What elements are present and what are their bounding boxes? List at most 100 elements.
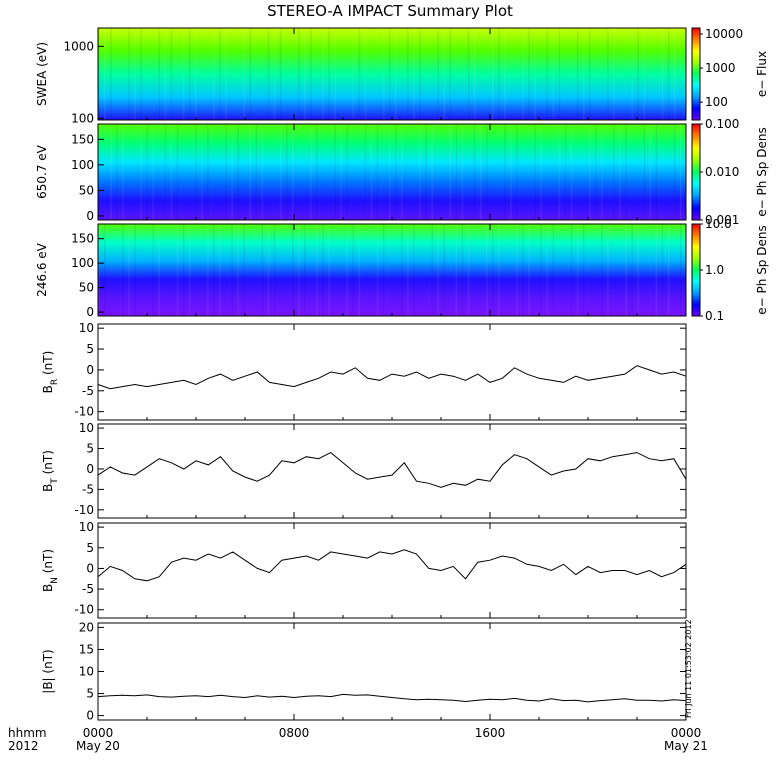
colorbar-tick-label-pad650-2: 0.100: [705, 117, 739, 131]
heatmap-streak: [279, 28, 282, 120]
heatmap-streak: [358, 224, 361, 316]
heatmap-swea: [98, 28, 686, 120]
heatmap-streak: [110, 28, 112, 120]
heatmap-streak: [110, 124, 112, 220]
heatmap-streak: [395, 124, 397, 220]
heatmap-streak: [104, 28, 106, 120]
heatmap-streak: [134, 224, 136, 316]
heatmap-streak: [182, 224, 185, 316]
heatmap-streak: [631, 28, 633, 120]
x-header-year: 2012: [8, 739, 39, 753]
heatmap-streak: [328, 28, 330, 120]
heatmap-streak: [607, 28, 609, 120]
heatmap-streak: [637, 28, 640, 120]
heatmap-streak: [455, 124, 458, 220]
heatmap-streak: [449, 124, 452, 220]
heatmap-streak: [552, 224, 555, 316]
heatmap-streak: [310, 124, 312, 220]
heatmap-streak: [637, 224, 640, 316]
heatmap-streak: [643, 124, 646, 220]
heatmap-streak: [413, 28, 415, 120]
series-line-bmag: [97, 693, 687, 703]
heatmap-streak: [540, 124, 543, 220]
y-tick-label-bn-1: -5: [82, 582, 94, 596]
panel-pad650: 0.001 0.010 0.100 e− Ph Sp Dens 0 50 100 150 650…: [35, 117, 769, 227]
y-tick-label-bmag-3: 15: [79, 642, 94, 656]
heatmap-streak: [485, 124, 488, 220]
colorbar-label-pad650: e− Ph Sp Dens: [755, 127, 769, 216]
heatmap-streak: [625, 224, 627, 316]
heatmap-streak: [316, 224, 318, 316]
y-tick-label-bt-1: -5: [82, 482, 94, 496]
y-tick-label-bmag-0: 0: [86, 709, 94, 723]
heatmap-streak: [607, 224, 609, 316]
colorbar-tick-label-pad246-0: 0.1: [705, 309, 724, 323]
y-tick-label-pad246-0: 0: [86, 305, 94, 319]
heatmap-streak: [291, 124, 294, 220]
heatmap-streak: [437, 28, 439, 120]
heatmap-streak: [401, 124, 403, 220]
y-tick-label-bt-2: 0: [86, 462, 94, 476]
plot-title: STEREO-A IMPACT Summary Plot: [267, 2, 513, 20]
heatmap-streak: [322, 28, 324, 120]
y-tick-label-bt-0: -10: [74, 503, 94, 517]
heatmap-streak: [667, 28, 670, 120]
heatmap-streak: [261, 124, 264, 220]
y-tick-label-swea-0: 100: [71, 111, 94, 125]
heatmap-streak: [298, 28, 300, 120]
heatmap-streak: [473, 124, 476, 220]
heatmap-streak: [558, 28, 561, 120]
heatmap-streak: [376, 224, 379, 316]
heatmap-streak: [188, 28, 191, 120]
heatmap-streak: [237, 224, 239, 316]
heatmap-streak: [661, 224, 664, 316]
heatmap-streak: [485, 224, 488, 316]
heatmap-streak: [346, 124, 349, 220]
heatmap-streak: [661, 28, 664, 120]
heatmap-streak: [576, 224, 579, 316]
colorbar-tick-label-pad246-1: 1.0: [705, 263, 724, 277]
heatmap-pad650: [98, 124, 686, 220]
y-tick-label-pad246-3: 150: [71, 232, 94, 246]
panel-bn: -10 -5 0 5 10 BN (nT): [41, 520, 687, 617]
y-tick-label-bn-3: 5: [86, 541, 94, 555]
heatmap-streak: [358, 28, 361, 120]
y-axis-label-bmag: |B| (nT): [41, 649, 55, 693]
heatmap-streak: [492, 28, 494, 120]
colorbar-tick-label-pad650-1: 0.010: [705, 165, 739, 179]
heatmap-streak: [595, 124, 597, 220]
heatmap-streak: [558, 124, 561, 220]
heatmap-streak: [467, 224, 470, 316]
heatmap-streak: [570, 224, 573, 316]
y-tick-label-pad246-2: 100: [71, 256, 94, 270]
y-tick-label-pad650-2: 100: [71, 158, 94, 172]
heatmap-streak: [194, 28, 197, 120]
y-tick-label-pad650-0: 0: [86, 209, 94, 223]
heatmap-streak: [613, 28, 615, 120]
colorbar-tick-label-swea-2: 10000: [705, 27, 743, 41]
heatmap-streak: [225, 124, 227, 220]
heatmap-streak: [479, 124, 482, 220]
heatmap-streak: [673, 124, 676, 220]
heatmap-streak: [534, 124, 536, 220]
heatmap-streak: [158, 28, 161, 120]
heatmap-streak: [382, 28, 385, 120]
y-tick-label-bn-2: 0: [86, 561, 94, 575]
heatmap-streak: [164, 124, 167, 220]
heatmap-streak: [316, 124, 318, 220]
x-tick-label-3: 0000: [671, 726, 702, 740]
heatmap-streak: [649, 124, 652, 220]
heatmap-streak: [201, 124, 203, 220]
y-tick-label-br-0: -10: [74, 405, 94, 419]
heatmap-streak: [322, 224, 324, 316]
heatmap-streak: [261, 224, 264, 316]
heatmap-streak: [425, 124, 427, 220]
y-axis-label-bt: BT (nT): [41, 450, 60, 492]
x-tick-sublabel-3: May 21: [664, 739, 708, 753]
y-tick-label-bmag-4: 20: [79, 620, 94, 634]
heatmap-streak: [534, 28, 536, 120]
colorbar-pad246: [691, 223, 701, 317]
heatmap-streak: [370, 124, 373, 220]
y-axis-label-bn: BN (nT): [41, 549, 60, 592]
colorbar-tick-label-pad246-2: 10.0: [705, 217, 732, 231]
